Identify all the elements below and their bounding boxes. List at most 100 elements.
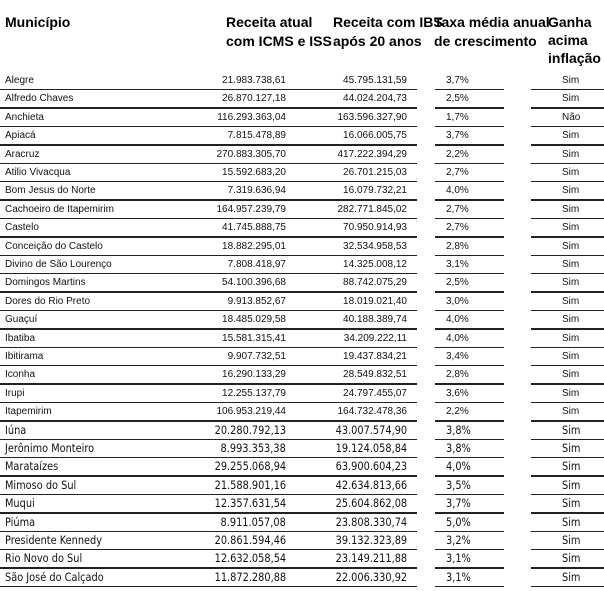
table-row: Ibatiba 15.581.315,41 34.209.222,11 4,0% Sim <box>0 330 604 348</box>
row-divider <box>531 365 604 367</box>
receita-ibs-cell: 43.007.574,90 <box>335 422 407 437</box>
taxa-cell: 3,2% <box>446 533 471 547</box>
row-divider <box>531 383 604 385</box>
row-divider <box>0 236 417 238</box>
taxa-cell: 4,0% <box>446 185 469 197</box>
taxa-cell: 3,0% <box>446 295 469 307</box>
row-divider <box>531 273 604 275</box>
row-divider <box>435 457 504 459</box>
row-divider <box>435 236 504 238</box>
municipio-cell: Atilio Vivacqua <box>5 167 71 178</box>
row-divider <box>435 365 504 367</box>
row-divider <box>0 89 417 91</box>
row-divider <box>0 309 417 312</box>
taxa-cell: 2,5% <box>446 277 469 289</box>
table-row: Muqui 12.357.631,54 25.604.862,08 3,7% Sim <box>0 495 604 514</box>
ganha-cell: Sim <box>562 295 580 307</box>
receita-atual-cell: 21.588.901,16 <box>214 477 286 492</box>
row-divider <box>0 217 417 220</box>
ganha-cell: Sim <box>562 222 580 234</box>
row-divider <box>531 457 604 459</box>
receita-ibs-cell: 24.797.455,07 <box>343 387 407 399</box>
receita-atual-cell: 8.911.057,08 <box>220 514 286 529</box>
municipio-cell: Piúma <box>5 514 36 529</box>
municipio-cell: São José do Calçado <box>5 569 104 584</box>
table-row: Rio Novo do Sul 12.632.058,54 23.149.211,8… <box>0 550 604 569</box>
receita-ibs-cell: 34.209.222,11 <box>343 332 407 344</box>
table-row: Anchieta 116.293.363,04 163.596.327,90 1,7%… <box>0 109 604 128</box>
receita-ibs-cell: 39.132.323,89 <box>335 533 407 547</box>
municipio-cell: Anchieta <box>5 111 44 123</box>
row-divider <box>0 144 417 146</box>
row-divider <box>435 567 504 569</box>
receita-atual-cell: 9.913.852,67 <box>227 295 286 307</box>
receita-ibs-cell: 23.808.330,74 <box>335 514 407 529</box>
receita-ibs-cell: 23.149.211,88 <box>335 551 407 566</box>
receita-atual-cell: 7.815.478,89 <box>227 130 286 142</box>
taxa-cell: 2,7% <box>446 222 469 234</box>
row-divider <box>0 125 417 128</box>
ganha-cell: Sim <box>562 387 580 399</box>
row-divider <box>531 438 604 440</box>
header-line: após 20 anos <box>333 33 422 49</box>
taxa-cell: 3,6% <box>446 387 469 399</box>
municipio-cell: Irupi <box>5 387 25 399</box>
row-divider <box>0 199 417 201</box>
row-divider <box>531 162 604 164</box>
ganha-cell: Não <box>562 111 581 123</box>
taxa-cell: 4,0% <box>446 459 471 474</box>
receita-ibs-cell: 16.079.732,21 <box>343 185 407 197</box>
receita-atual-cell: 16.290.133,29 <box>222 369 286 381</box>
ganha-cell: Sim <box>562 533 581 547</box>
receita-ibs-cell: 70.950.914,93 <box>343 222 407 234</box>
header-ganha: Ganha acima inflação <box>548 13 601 67</box>
municipio-cell: Castelo <box>5 222 39 234</box>
receita-ibs-cell: 163.596.327,90 <box>337 111 407 123</box>
table-row: São José do Calçado 11.872.280,88 22.006.3… <box>0 569 604 588</box>
receita-atual-cell: 7.319.636,94 <box>227 185 286 197</box>
ganha-cell: Sim <box>562 369 580 381</box>
receita-atual-cell: 21.983.738,61 <box>222 75 286 86</box>
taxa-cell: 3,7% <box>446 75 469 86</box>
table-row: Ibitirama 9.907.732,51 19.437.834,21 3,4% Si… <box>0 348 604 367</box>
receita-ibs-cell: 32.534.958,53 <box>343 240 407 252</box>
ganha-cell: Sim <box>562 314 580 326</box>
taxa-cell: 3,1% <box>446 569 471 584</box>
table-row: Divino de São Lourenço 7.808.418,97 14.325… <box>0 256 604 275</box>
row-divider <box>0 493 417 496</box>
row-divider <box>531 328 604 330</box>
receita-atual-cell: 18.882.295,01 <box>222 240 286 252</box>
receita-ibs-cell: 282.771.845,02 <box>337 203 407 215</box>
receita-atual-cell: 106.953.219,44 <box>216 406 286 418</box>
receita-ibs-cell: 25.604.862,08 <box>335 496 407 511</box>
row-divider <box>0 254 417 256</box>
receita-atual-cell: 11.872.280,88 <box>214 569 286 584</box>
receita-ibs-cell: 164.732.478,36 <box>337 406 407 418</box>
receita-ibs-cell: 19.124.058,84 <box>335 441 407 455</box>
row-divider <box>435 383 504 385</box>
ganha-cell: Sim <box>562 351 580 362</box>
municipio-cell: Alegre <box>5 75 34 86</box>
municipio-cell: Divino de São Lourenço <box>5 259 112 270</box>
row-divider <box>531 125 604 128</box>
row-divider <box>435 328 504 330</box>
row-divider <box>531 530 604 532</box>
row-divider <box>0 291 417 293</box>
ganha-cell: Sim <box>562 569 581 584</box>
row-divider <box>435 420 504 422</box>
row-divider <box>531 236 604 238</box>
table-row: Castelo 41.745.888,75 70.950.914,93 2,7% Sim <box>0 219 604 238</box>
ganha-cell: Sim <box>562 441 581 455</box>
receita-atual-cell: 9.907.732,51 <box>227 351 286 362</box>
municipio-cell: Bom Jesus do Norte <box>5 185 96 197</box>
ganha-cell: Sim <box>562 551 581 566</box>
municipio-cell: Jerônimo Monteiro <box>5 441 95 455</box>
taxa-cell: 2,5% <box>446 93 469 105</box>
row-divider <box>435 254 504 256</box>
row-divider <box>531 585 604 588</box>
taxa-cell: 3,7% <box>446 130 469 142</box>
ganha-cell: Sim <box>562 203 580 215</box>
receita-atual-cell: 8.993.353,38 <box>220 441 286 455</box>
row-divider <box>531 346 604 348</box>
row-divider <box>531 217 604 220</box>
